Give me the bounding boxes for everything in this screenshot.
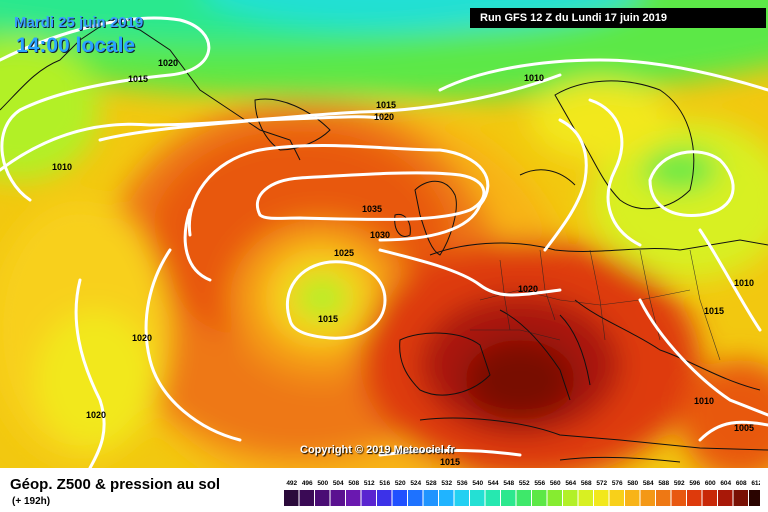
- scale-swatch: [392, 490, 407, 506]
- scale-swatch: [718, 490, 733, 506]
- scale-swatch: [377, 490, 392, 506]
- isobar-label: 1015: [440, 457, 460, 467]
- isobar-label: 1010: [734, 278, 754, 288]
- forecast-time: 14:00 locale: [16, 34, 136, 57]
- isobar-label: 1020: [374, 112, 394, 122]
- scale-tick-label: 580: [627, 480, 638, 487]
- color-scale: 492 496 500 504 508 512 516 520 524 528 532 536 540 5…: [284, 480, 760, 506]
- scale-tick-label: 544: [488, 480, 499, 487]
- scale-swatch: [516, 490, 531, 506]
- isobar-label: 1015: [128, 74, 148, 84]
- scale-swatch: [640, 490, 655, 506]
- scale-swatch: [733, 490, 748, 506]
- scale-tick-label: 540: [472, 480, 483, 487]
- scale-swatch: [361, 490, 376, 506]
- copyright: Copyright © 2019 Meteociel.fr: [300, 444, 455, 456]
- scale-swatch: [702, 490, 717, 506]
- scale-swatch: [423, 490, 438, 506]
- scale-tick-label: 496: [302, 480, 313, 487]
- scale-tick-label: 584: [643, 480, 654, 487]
- scale-tick-label: 552: [519, 480, 530, 487]
- forecast-date: Mardi 25 juin 2019: [14, 14, 144, 31]
- isobar-labels: 1020 1015 1010 1015 1020 1010 1035 1030 …: [52, 58, 754, 467]
- scale-tick-label: 516: [379, 480, 390, 487]
- scale-tick-label: 588: [658, 480, 669, 487]
- isobar-label: 1010: [524, 73, 544, 83]
- isobar-label: 1025: [334, 248, 354, 258]
- scale-tick-label: 576: [612, 480, 623, 487]
- scale-swatch: [439, 490, 454, 506]
- isobar-label: 1020: [518, 284, 538, 294]
- scale-swatch: [485, 490, 500, 506]
- isobar-label: 1020: [158, 58, 178, 68]
- scale-tick-label: 560: [550, 480, 561, 487]
- isobar-label: 1010: [52, 162, 72, 172]
- scale-tick-label: 532: [441, 480, 452, 487]
- isobar-label: 1020: [86, 410, 106, 420]
- scale-tick-label: 592: [674, 480, 685, 487]
- isobars: [0, 16, 768, 468]
- scale-swatch: [346, 490, 361, 506]
- isobar-label: 1015: [704, 306, 724, 316]
- scale-swatch: [284, 490, 299, 506]
- scale-swatch: [299, 490, 314, 506]
- scale-swatch: [594, 490, 609, 506]
- scale-swatch: [656, 490, 671, 506]
- scale-tick-label: 500: [317, 480, 328, 487]
- scale-tick-label: 564: [565, 480, 576, 487]
- geopotential-map: 1020 1015 1010 1015 1020 1010 1035 1030 …: [0, 0, 768, 468]
- scale-tick-label: 504: [333, 480, 344, 487]
- isobar-label: 1015: [376, 100, 396, 110]
- scale-swatch: [454, 490, 469, 506]
- scale-tick-label: 524: [410, 480, 421, 487]
- scale-swatch: [408, 490, 423, 506]
- scale-tick-label: 520: [395, 480, 406, 487]
- isobar-label: 1035: [362, 204, 382, 214]
- scale-swatch: [501, 490, 516, 506]
- scale-tick-label: 528: [426, 480, 437, 487]
- scale-swatch: [609, 490, 624, 506]
- coastlines: [0, 19, 768, 463]
- isobar-label: 1015: [318, 314, 338, 324]
- scale-tick-label: 568: [581, 480, 592, 487]
- scale-swatch: [315, 490, 330, 506]
- legend-title: Géop. Z500 & pression au sol: [10, 476, 221, 493]
- scale-tick-label: 508: [348, 480, 359, 487]
- scale-tick-label: 604: [720, 480, 731, 487]
- isobar-label: 1005: [734, 423, 754, 433]
- scale-tick-label: 600: [705, 480, 716, 487]
- scale-tick-label: 512: [364, 480, 375, 487]
- run-info: Run GFS 12 Z du Lundi 17 juin 2019: [470, 8, 766, 28]
- scale-swatch: [532, 490, 547, 506]
- scale-tick-label: 492: [286, 480, 297, 487]
- scale-swatch: [625, 490, 640, 506]
- scale-swatch: [687, 490, 702, 506]
- isobar-label: 1030: [370, 230, 390, 240]
- scale-swatch: [749, 490, 760, 506]
- lead-time: (+ 192h): [12, 496, 51, 507]
- scale-swatch: [578, 490, 593, 506]
- isobar-label: 1010: [694, 396, 714, 406]
- scale-tick-label: 596: [689, 480, 700, 487]
- scale-swatch: [671, 490, 686, 506]
- scale-tick-label: 572: [596, 480, 607, 487]
- scale-tick-label: 548: [503, 480, 514, 487]
- z500-color-field: 1020 1015 1010 1015 1020 1010 1035 1030 …: [0, 0, 768, 468]
- isobar-label: 1020: [132, 333, 152, 343]
- scale-tick-label: 612: [751, 480, 760, 487]
- scale-tick-label: 608: [736, 480, 747, 487]
- scale-swatch: [470, 490, 485, 506]
- scale-tick-label: 556: [534, 480, 545, 487]
- scale-tick-label: 536: [457, 480, 468, 487]
- scale-swatch: [330, 490, 345, 506]
- scale-swatch: [563, 490, 578, 506]
- scale-swatch: [547, 490, 562, 506]
